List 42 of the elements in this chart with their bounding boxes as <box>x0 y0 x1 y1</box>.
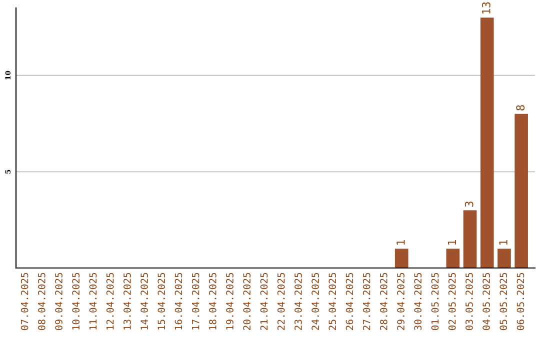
x-tick-label: 03.05.2025 <box>466 272 473 330</box>
x-tick-label: 13.04.2025 <box>124 272 131 330</box>
x-tick-label: 26.04.2025 <box>346 272 354 330</box>
x-tick-label: 05.05.2025 <box>500 272 508 330</box>
data-label: 1 <box>448 240 456 245</box>
x-tick-label: 16.04.2025 <box>174 272 182 330</box>
data-label: 13 <box>482 2 490 14</box>
bar <box>394 248 408 268</box>
x-tick-label: 15.04.2025 <box>158 272 166 330</box>
x-tick-label: 07.04.2025 <box>20 272 28 330</box>
x-tick-label: 23.04.2025 <box>294 272 302 330</box>
x-tick-label: 21.04.2025 <box>260 272 268 330</box>
bar <box>446 248 460 268</box>
x-tick-label: 01.05.2025 <box>431 272 439 330</box>
x-tick-label: 02.05.2025 <box>448 272 456 330</box>
x-tick-label: 12.04.2025 <box>106 272 114 330</box>
x-tick-label: 29.04.2025 <box>397 272 404 330</box>
x-tick-label: 18.04.2025 <box>209 272 216 330</box>
x-tick-label: 28.04.2025 <box>380 272 388 330</box>
x-tick-label: 27.04.2025 <box>362 272 370 330</box>
x-tick-label: 17.04.2025 <box>192 272 200 330</box>
bar <box>480 18 494 268</box>
x-tick-label: 11.04.2025 <box>89 272 97 330</box>
bar <box>498 248 511 268</box>
data-label: 3 <box>464 202 474 207</box>
x-tick-label: 30.04.2025 <box>414 272 422 330</box>
data-label: 1 <box>499 240 508 245</box>
x-tick-label: 14.04.2025 <box>140 272 148 330</box>
x-tick-label: 22.04.2025 <box>277 272 285 330</box>
x-tick-label: 06.05.2025 <box>516 272 524 330</box>
data-label: 1 <box>396 240 405 245</box>
x-tick-label: 09.04.2025 <box>55 272 62 330</box>
x-tick-label: 25.04.2025 <box>328 272 336 330</box>
x-tick-label: 20.04.2025 <box>243 272 251 330</box>
x-tick-label: 24.04.2025 <box>312 272 319 330</box>
bar <box>514 114 528 268</box>
data-label: 8 <box>516 105 525 110</box>
x-tick-label: 04.05.2025 <box>482 272 490 330</box>
x-tick-label: 08.04.2025 <box>38 272 46 330</box>
x-tick-label: 19.04.2025 <box>226 272 234 330</box>
x-tick-label: 10.04.2025 <box>72 272 80 330</box>
bar <box>463 210 477 268</box>
